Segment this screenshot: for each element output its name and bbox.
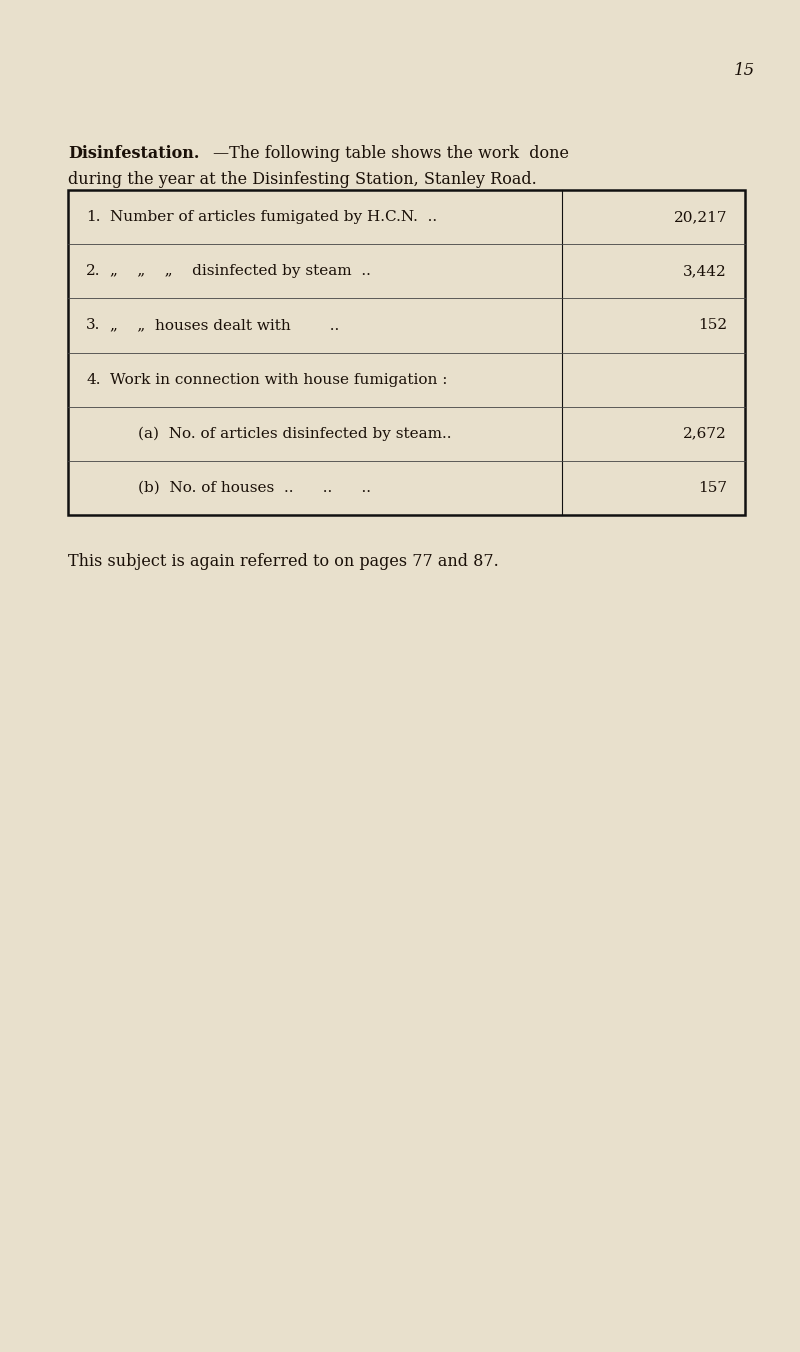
Text: Disinfestation.: Disinfestation.: [68, 145, 199, 162]
Text: during the year at the Disinfesting Station, Stanley Road.: during the year at the Disinfesting Stat…: [68, 170, 537, 188]
Text: „    „  houses dealt with        ..: „ „ houses dealt with ..: [110, 319, 339, 333]
Text: —The following table shows the work  done: —The following table shows the work done: [213, 145, 569, 162]
Bar: [68, 191, 745, 515]
Text: (b)  No. of houses  ..      ..      ..: (b) No. of houses .. .. ..: [138, 481, 371, 495]
Text: 152: 152: [698, 319, 727, 333]
Text: 157: 157: [698, 481, 727, 495]
Text: 4.: 4.: [86, 373, 101, 387]
Text: Work in connection with house fumigation :: Work in connection with house fumigation…: [110, 373, 447, 387]
Text: This subject is again referred to on pages 77 and 87.: This subject is again referred to on pag…: [68, 553, 498, 571]
Text: „    „    „    disinfected by steam  ..: „ „ „ disinfected by steam ..: [110, 264, 371, 279]
Text: 15: 15: [734, 62, 755, 78]
Text: (a)  No. of articles disinfected by steam..: (a) No. of articles disinfected by steam…: [138, 426, 451, 441]
Text: Number of articles fumigated by H.C.N.  ..: Number of articles fumigated by H.C.N. .…: [110, 210, 437, 224]
Text: 1.: 1.: [86, 210, 101, 224]
Text: 20,217: 20,217: [674, 210, 727, 224]
Text: 2.: 2.: [86, 264, 101, 279]
Text: 2,672: 2,672: [683, 427, 727, 441]
Text: 3.: 3.: [86, 319, 100, 333]
Text: 3,442: 3,442: [683, 264, 727, 279]
